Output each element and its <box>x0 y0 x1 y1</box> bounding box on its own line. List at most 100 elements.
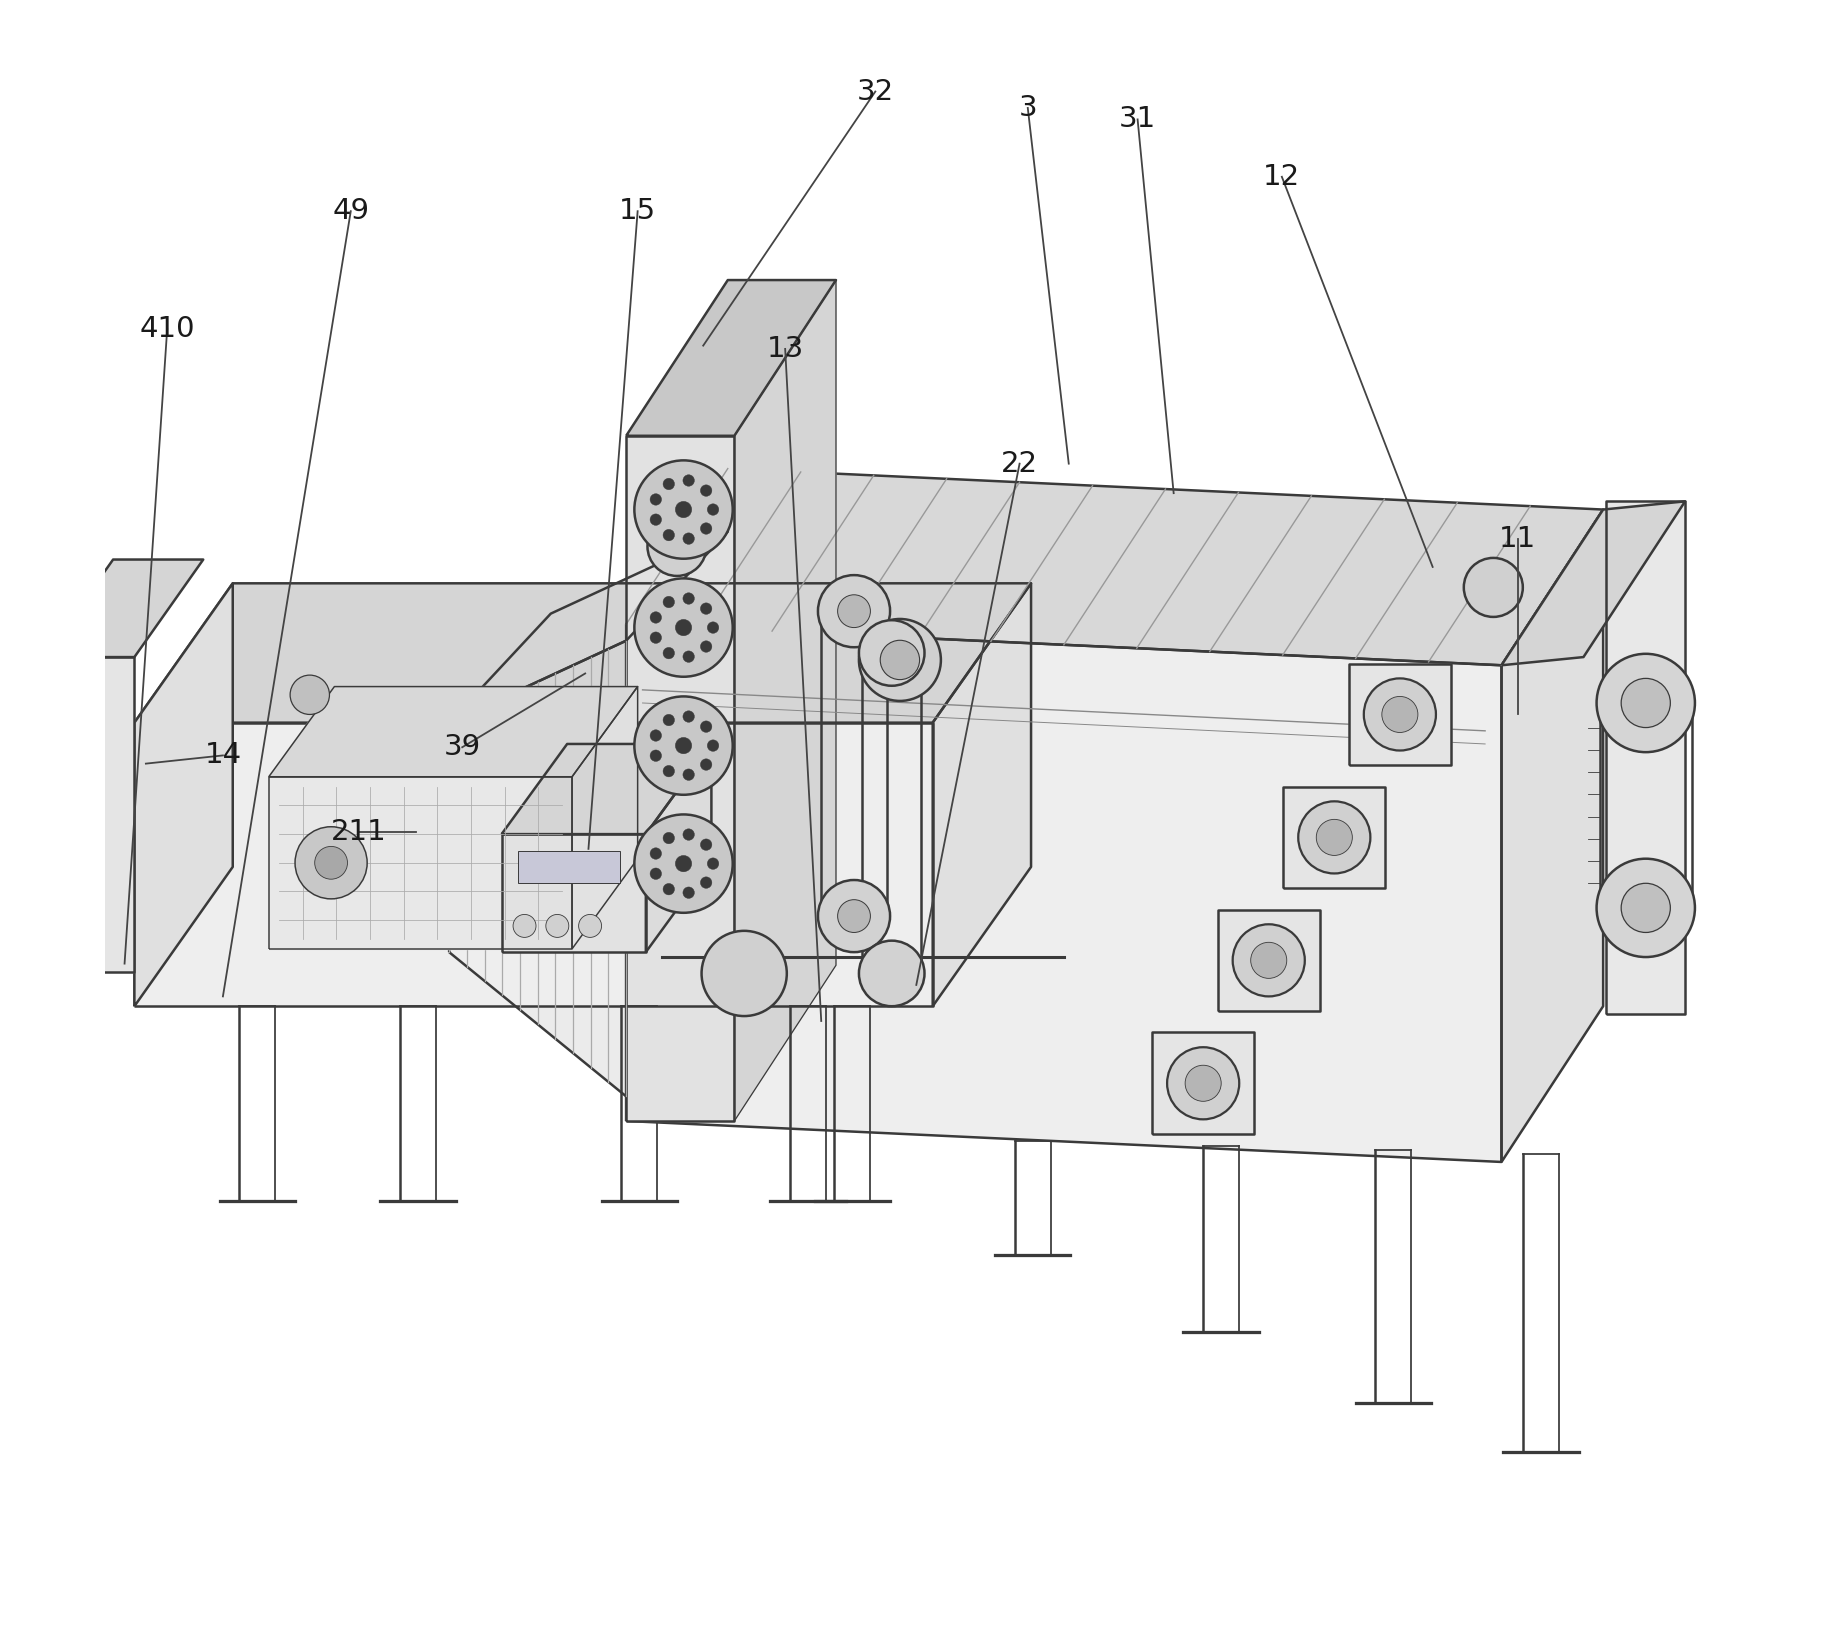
Circle shape <box>1621 883 1669 933</box>
Circle shape <box>700 839 711 851</box>
Text: 13: 13 <box>767 335 804 363</box>
Polygon shape <box>44 657 135 972</box>
Text: 31: 31 <box>1118 105 1155 133</box>
Circle shape <box>634 696 732 795</box>
Polygon shape <box>1283 787 1384 888</box>
Circle shape <box>1185 1066 1220 1102</box>
Polygon shape <box>1151 1033 1253 1135</box>
Polygon shape <box>1606 501 1684 1015</box>
Text: 49: 49 <box>333 197 370 225</box>
Circle shape <box>0 920 35 959</box>
Polygon shape <box>1501 509 1602 1163</box>
Circle shape <box>650 750 662 762</box>
Circle shape <box>708 857 719 869</box>
Circle shape <box>700 522 711 534</box>
Circle shape <box>634 578 732 677</box>
Circle shape <box>7 984 65 1043</box>
Polygon shape <box>626 281 835 435</box>
Polygon shape <box>268 686 638 777</box>
Circle shape <box>1297 801 1369 874</box>
Circle shape <box>1364 678 1436 750</box>
Circle shape <box>634 460 732 558</box>
Polygon shape <box>626 468 728 1121</box>
Polygon shape <box>135 722 931 1007</box>
Text: 12: 12 <box>1262 163 1299 190</box>
Polygon shape <box>1218 910 1319 1011</box>
Circle shape <box>663 529 675 540</box>
Polygon shape <box>0 915 55 964</box>
Circle shape <box>663 714 675 726</box>
Circle shape <box>682 768 695 780</box>
Circle shape <box>700 759 711 770</box>
Circle shape <box>663 596 675 608</box>
Circle shape <box>650 612 662 624</box>
Circle shape <box>545 915 569 938</box>
Text: 211: 211 <box>331 818 386 847</box>
Circle shape <box>880 640 918 680</box>
Circle shape <box>817 880 889 952</box>
FancyBboxPatch shape <box>517 851 619 883</box>
Circle shape <box>1233 924 1305 997</box>
Circle shape <box>296 826 368 898</box>
Circle shape <box>682 593 695 604</box>
Polygon shape <box>449 640 626 1097</box>
Polygon shape <box>645 744 711 952</box>
Circle shape <box>682 475 695 486</box>
Polygon shape <box>135 583 233 1007</box>
Circle shape <box>837 594 870 627</box>
Circle shape <box>1621 678 1669 727</box>
Polygon shape <box>1501 501 1684 665</box>
Circle shape <box>663 647 675 658</box>
Circle shape <box>647 517 706 576</box>
Circle shape <box>675 737 691 754</box>
Circle shape <box>708 504 719 516</box>
Polygon shape <box>135 583 1031 722</box>
Text: 410: 410 <box>139 315 194 343</box>
Text: 32: 32 <box>856 77 893 105</box>
Circle shape <box>682 887 695 898</box>
Circle shape <box>700 931 787 1016</box>
Circle shape <box>1595 859 1695 957</box>
Text: 14: 14 <box>205 742 242 770</box>
Circle shape <box>650 729 662 741</box>
Circle shape <box>1166 1048 1238 1120</box>
Circle shape <box>1249 943 1286 979</box>
Circle shape <box>512 915 536 938</box>
Text: 3: 3 <box>1018 94 1037 122</box>
Circle shape <box>663 832 675 844</box>
Circle shape <box>290 675 329 714</box>
Circle shape <box>682 650 695 662</box>
Polygon shape <box>1349 663 1451 765</box>
Polygon shape <box>571 686 638 949</box>
Circle shape <box>859 619 941 701</box>
Text: 22: 22 <box>1000 450 1037 478</box>
Circle shape <box>663 478 675 489</box>
Circle shape <box>1464 558 1523 617</box>
Circle shape <box>675 855 691 872</box>
Circle shape <box>817 575 889 647</box>
Polygon shape <box>268 777 571 949</box>
Circle shape <box>314 846 347 878</box>
Circle shape <box>859 941 924 1007</box>
Circle shape <box>700 640 711 652</box>
Circle shape <box>1380 696 1417 732</box>
Circle shape <box>634 814 732 913</box>
Circle shape <box>682 534 695 545</box>
Circle shape <box>675 619 691 635</box>
Circle shape <box>859 621 924 686</box>
Circle shape <box>837 900 870 933</box>
Text: 15: 15 <box>619 197 656 225</box>
Circle shape <box>700 603 711 614</box>
Circle shape <box>700 721 711 732</box>
Circle shape <box>22 1000 50 1026</box>
Circle shape <box>700 877 711 888</box>
Circle shape <box>675 501 691 517</box>
Polygon shape <box>501 744 711 834</box>
Text: 39: 39 <box>444 734 480 762</box>
Text: 11: 11 <box>1499 525 1536 553</box>
Polygon shape <box>626 624 1501 1163</box>
Polygon shape <box>931 583 1031 1007</box>
Circle shape <box>578 915 601 938</box>
Circle shape <box>708 741 719 752</box>
Polygon shape <box>626 468 1602 665</box>
